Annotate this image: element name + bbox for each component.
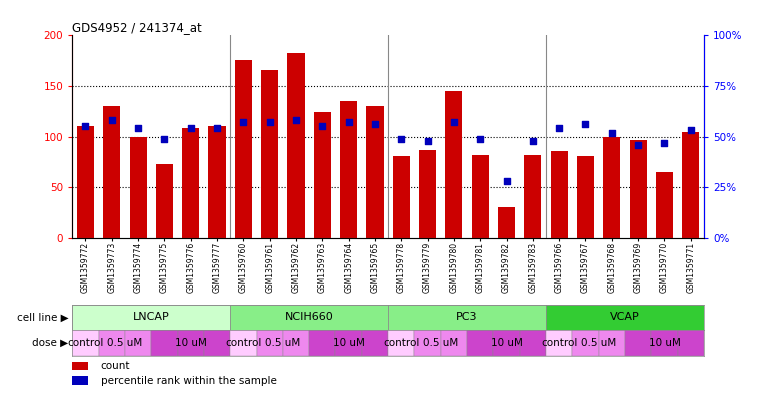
Point [211, 125, 223, 132]
Text: percentile rank within the sample: percentile rank within the sample [100, 376, 276, 386]
Bar [388, 330, 415, 356]
Text: LNCAP: LNCAP [133, 312, 170, 322]
Point [395, 136, 407, 142]
Text: 10 uM: 10 uM [175, 338, 207, 348]
Text: 0.5 uM: 0.5 uM [266, 338, 301, 348]
Text: GDS4952 / 241374_at: GDS4952 / 241374_at [72, 21, 202, 34]
Bar [99, 330, 125, 356]
Bar [77, 127, 94, 238]
Bar [309, 330, 336, 356]
Text: control: control [67, 338, 103, 348]
Bar [129, 136, 147, 238]
Point [553, 125, 565, 132]
Bar [209, 127, 225, 238]
Text: cell line ▶: cell line ▶ [17, 312, 68, 322]
Point [263, 119, 275, 125]
Point [632, 141, 645, 148]
Bar [288, 53, 304, 238]
Bar [231, 330, 256, 356]
Bar [498, 208, 515, 238]
Bar [677, 330, 704, 356]
Bar [314, 112, 331, 238]
Text: 0.5 uM: 0.5 uM [107, 338, 142, 348]
Point [158, 136, 170, 142]
Bar [572, 330, 599, 356]
Bar [629, 140, 647, 238]
Bar [651, 330, 677, 356]
Bar [524, 155, 541, 238]
Text: 10 uM: 10 uM [648, 338, 680, 348]
Bar [603, 136, 620, 238]
Text: control: control [383, 338, 419, 348]
Bar [72, 376, 88, 385]
Text: PC3: PC3 [457, 312, 478, 322]
Text: 0.5 uM: 0.5 uM [423, 338, 458, 348]
Bar [388, 305, 546, 330]
Bar [283, 330, 309, 356]
Text: 10 uM: 10 uM [333, 338, 365, 348]
Bar [72, 305, 231, 330]
Bar [546, 305, 704, 330]
Bar [656, 172, 673, 238]
Bar [72, 362, 88, 370]
Point [447, 119, 460, 125]
Bar [361, 330, 388, 356]
Point [290, 117, 302, 123]
Bar [520, 330, 546, 356]
Point [79, 123, 91, 130]
Point [685, 127, 697, 134]
Bar [72, 330, 99, 356]
Point [579, 121, 591, 128]
Point [317, 123, 329, 130]
Text: control: control [541, 338, 578, 348]
Bar [599, 330, 625, 356]
Point [422, 138, 434, 144]
Bar [419, 150, 436, 238]
Text: VCAP: VCAP [610, 312, 640, 322]
Bar [393, 156, 410, 238]
Bar [340, 101, 357, 238]
Bar [204, 330, 231, 356]
Text: NCIH660: NCIH660 [285, 312, 333, 322]
Bar [125, 330, 151, 356]
Point [527, 138, 539, 144]
Point [342, 119, 355, 125]
Bar [682, 132, 699, 238]
Bar [467, 330, 493, 356]
Bar [551, 151, 568, 238]
Bar [493, 330, 520, 356]
Point [237, 119, 250, 125]
Bar [151, 330, 177, 356]
Text: 10 uM: 10 uM [491, 338, 523, 348]
Point [369, 121, 381, 128]
Bar [445, 91, 463, 238]
Bar [261, 70, 279, 238]
Text: control: control [225, 338, 262, 348]
Bar [156, 164, 173, 238]
Bar [625, 330, 651, 356]
Point [606, 129, 618, 136]
Point [185, 125, 197, 132]
Bar [182, 129, 199, 238]
Text: dose ▶: dose ▶ [33, 338, 68, 348]
Bar [231, 305, 388, 330]
Point [106, 117, 118, 123]
Bar [177, 330, 204, 356]
Point [658, 140, 670, 146]
Bar [441, 330, 467, 356]
Text: 0.5 uM: 0.5 uM [581, 338, 616, 348]
Bar [103, 106, 120, 238]
Bar [336, 330, 361, 356]
Bar [472, 155, 489, 238]
Bar [415, 330, 441, 356]
Bar [235, 60, 252, 238]
Bar [577, 156, 594, 238]
Point [132, 125, 144, 132]
Bar [546, 330, 572, 356]
Text: count: count [100, 361, 130, 371]
Point [501, 178, 513, 184]
Bar [366, 106, 384, 238]
Bar [256, 330, 283, 356]
Point [474, 136, 486, 142]
